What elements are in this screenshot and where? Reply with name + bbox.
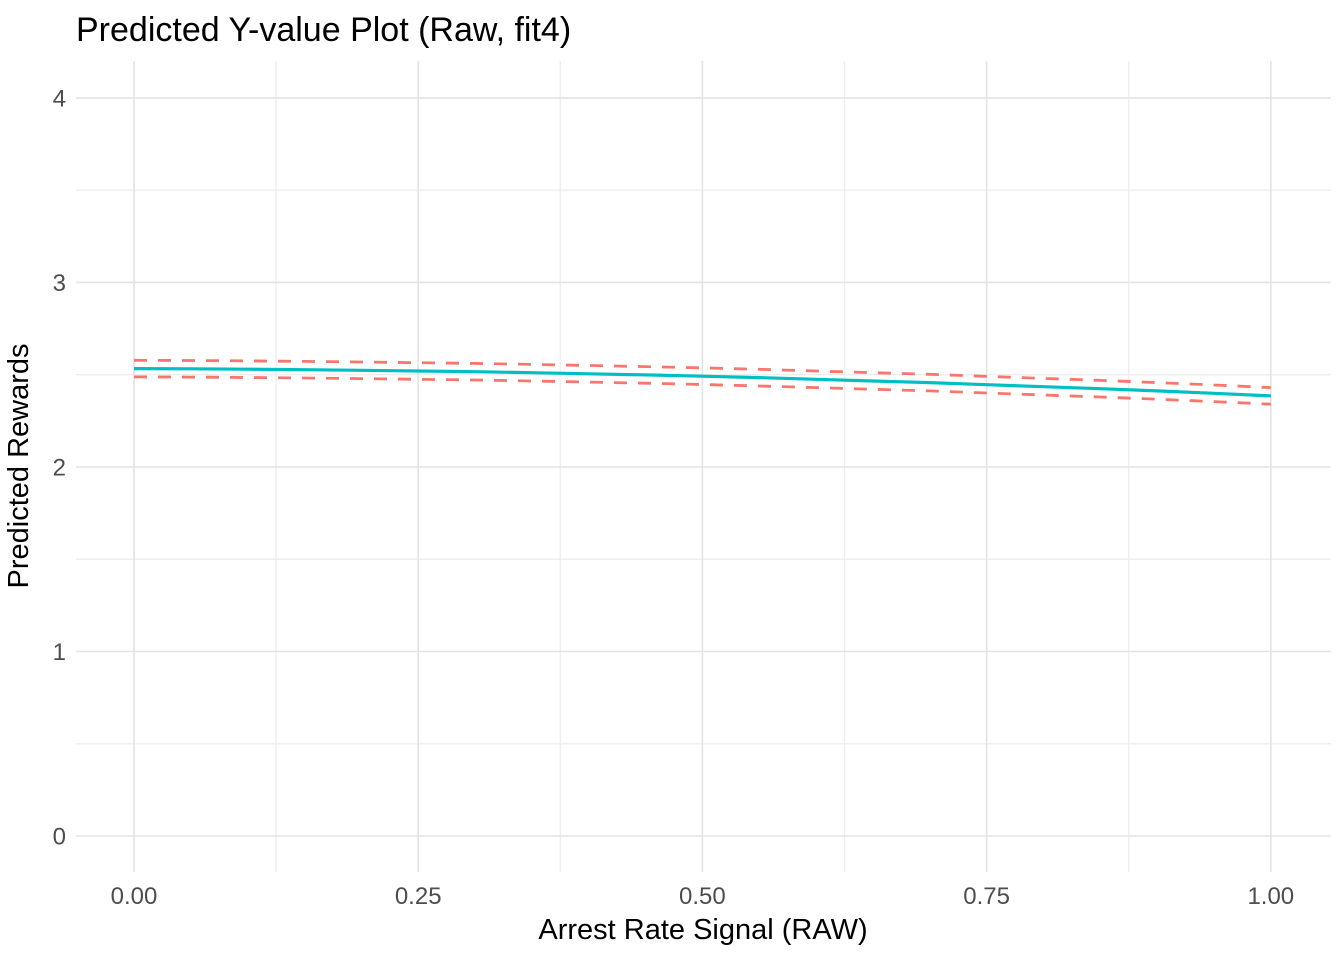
x-tick-label: 1.00	[1247, 883, 1294, 910]
series-layer	[133, 358, 1271, 406]
y-axis-title: Predicted Rewards	[3, 344, 35, 589]
y-tick-label: 3	[53, 270, 66, 297]
y-tick-label: 2	[53, 455, 66, 482]
x-tick-label: 0.00	[111, 883, 158, 910]
mean-line	[133, 367, 1271, 398]
ci-lower-line	[133, 375, 1271, 406]
tick-labels: 0.00 0.25 0.50 0.75 1.00 0 1 2 3 4	[53, 85, 1295, 910]
x-tick-label: 0.25	[395, 883, 442, 910]
y-tick-label: 0	[53, 824, 66, 851]
x-tick-label: 0.75	[963, 883, 1010, 910]
chart-title: Predicted Y-value Plot (Raw, fit4)	[76, 11, 571, 49]
y-tick-label: 4	[53, 85, 66, 112]
x-axis-title: Arrest Rate Signal (RAW)	[538, 914, 867, 946]
x-tick-label: 0.50	[679, 883, 726, 910]
y-tick-label: 1	[53, 639, 66, 666]
ci-upper-line	[133, 358, 1271, 389]
major-gridlines	[76, 61, 1331, 872]
